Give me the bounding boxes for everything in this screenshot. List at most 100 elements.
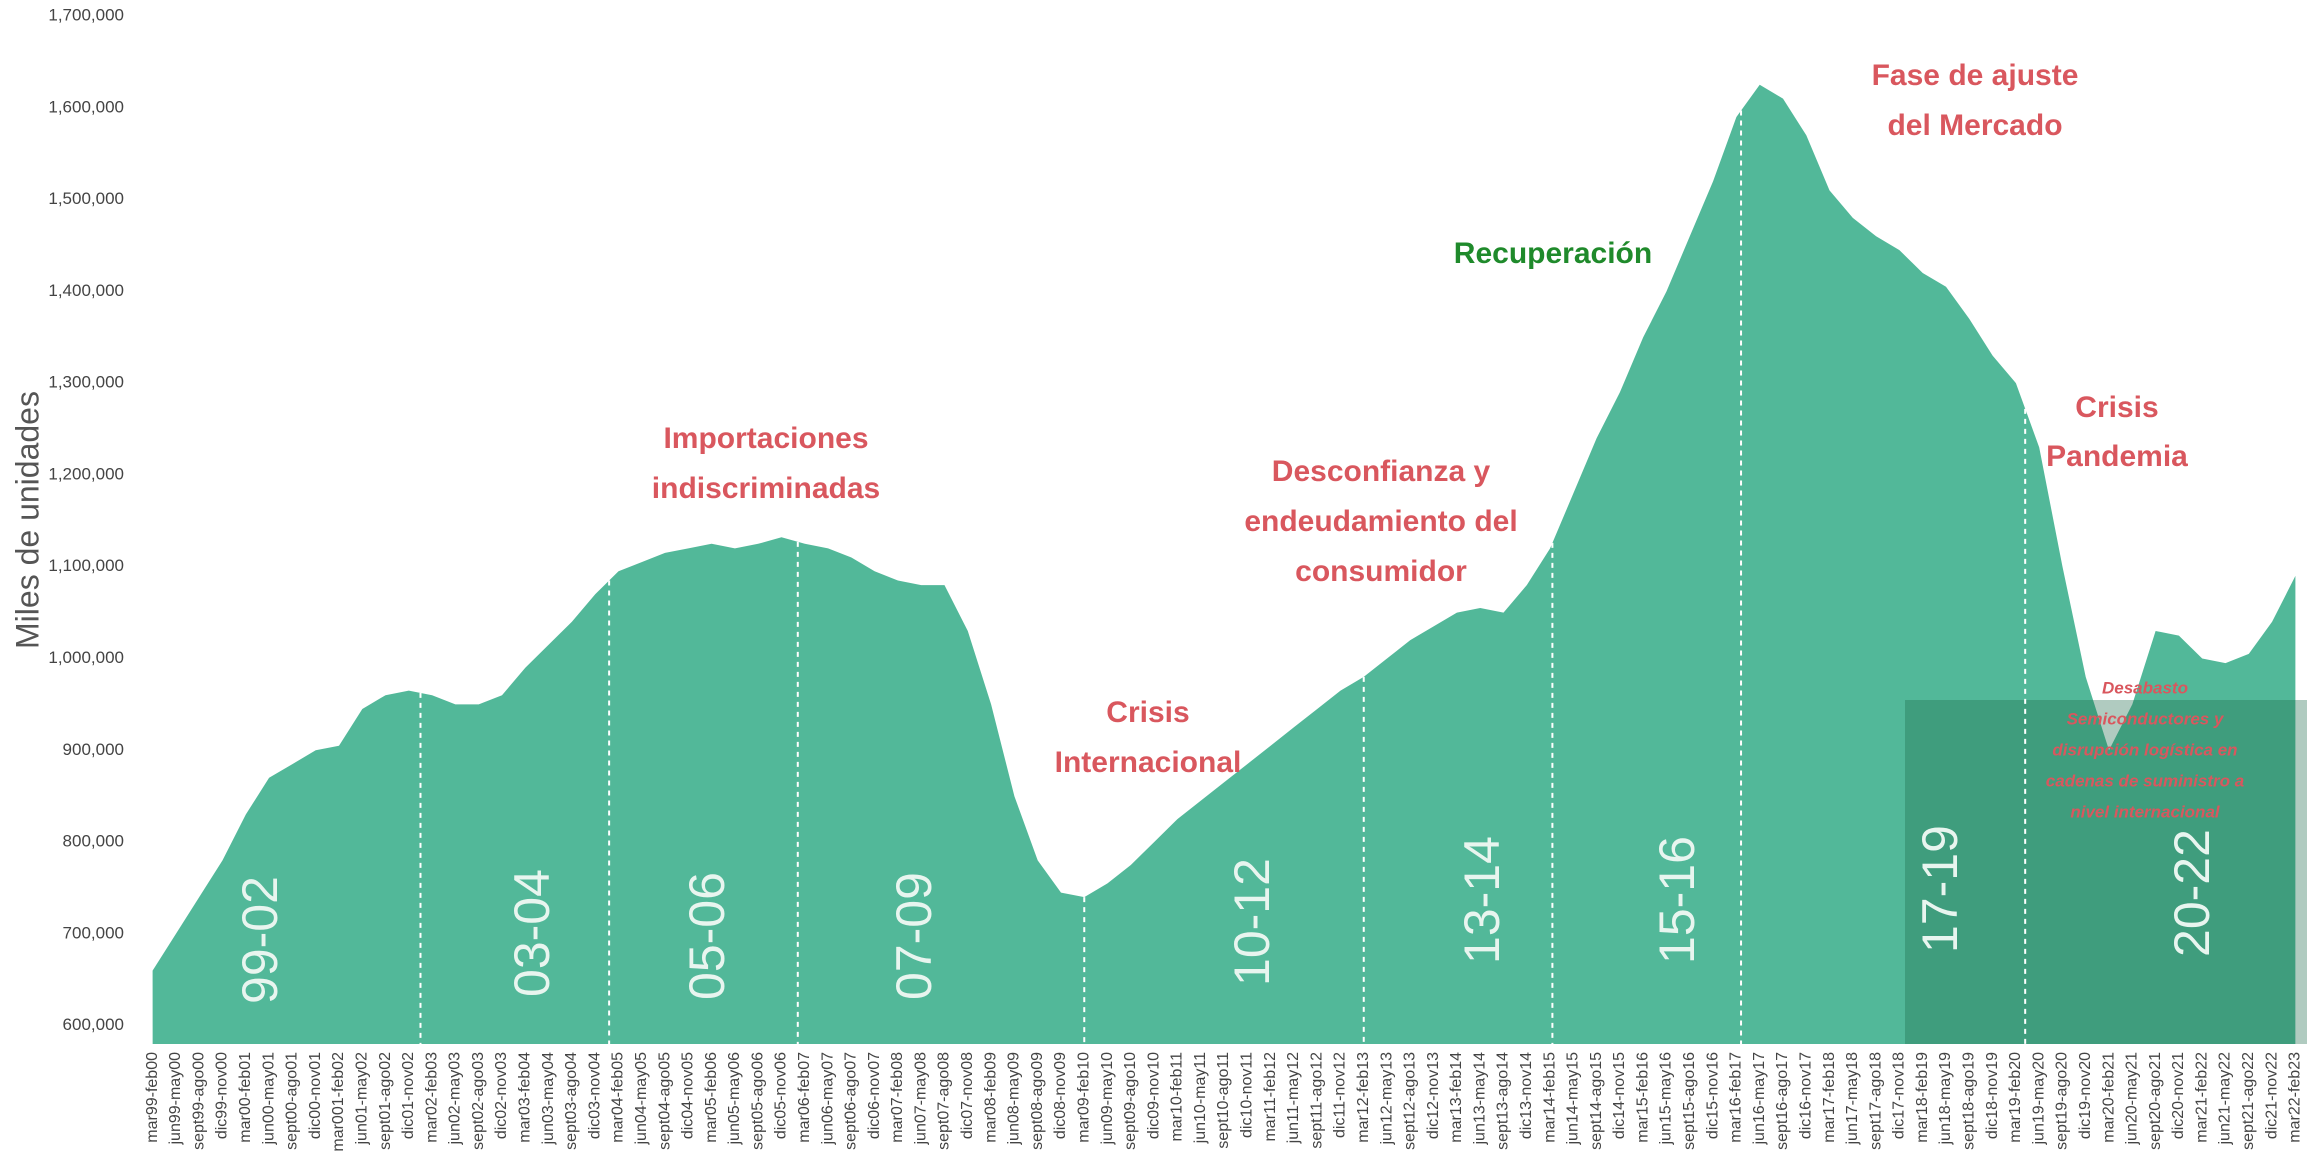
x-tick-label: mar20-feb21 <box>2100 1052 2117 1143</box>
x-tick-label: mar19-feb20 <box>2007 1052 2024 1143</box>
annotation: Semiconductores y <box>2067 709 2225 728</box>
x-tick-label: dic04-nov05 <box>680 1052 697 1139</box>
x-tick-label: jun05-may06 <box>726 1052 743 1146</box>
x-tick-label: dic08-nov09 <box>1052 1052 1069 1139</box>
x-tick-label: jun20-may21 <box>2124 1052 2141 1146</box>
x-tick-label: sept12-ago13 <box>1402 1052 1419 1150</box>
annotation: Internacional <box>1055 746 1242 779</box>
x-tick-label: dic12-nov13 <box>1425 1052 1442 1139</box>
x-tick-label: mar13-feb14 <box>1448 1052 1465 1143</box>
x-tick-label: sept11-ago12 <box>1308 1052 1325 1149</box>
x-tick-label: sept07-ago08 <box>936 1052 953 1150</box>
x-tick-label: dic07-nov08 <box>959 1052 976 1139</box>
x-tick-label: jun03-may04 <box>540 1052 557 1146</box>
x-tick-label: mar99-feb00 <box>144 1052 161 1143</box>
x-tick-label: mar22-feb23 <box>2287 1052 2304 1143</box>
x-tick-label: mar03-feb04 <box>517 1052 534 1143</box>
period-label: 03-04 <box>504 869 560 997</box>
x-tick-label: mar10-feb11 <box>1169 1052 1186 1142</box>
x-tick-label: mar05-feb06 <box>703 1052 720 1143</box>
x-tick-label: mar09-feb10 <box>1075 1052 1092 1143</box>
x-tick-label: jun09-may10 <box>1099 1052 1116 1146</box>
x-tick-label: jun14-may15 <box>1565 1052 1582 1146</box>
annotation: Crisis <box>2075 391 2158 424</box>
x-tick-label: jun15-may16 <box>1658 1052 1675 1146</box>
x-tick-label: sept16-ago17 <box>1774 1052 1791 1150</box>
x-tick-label: sept05-ago06 <box>749 1052 766 1150</box>
x-tick-label: mar16-feb17 <box>1728 1052 1745 1143</box>
annotation: Crisis <box>1106 696 1189 729</box>
y-tick-label: 1,500,000 <box>48 189 124 208</box>
photo-overlay <box>1905 700 2307 1044</box>
annotation: Importaciones <box>663 422 868 455</box>
y-tick-label: 900,000 <box>63 740 124 759</box>
y-tick-label: 700,000 <box>63 923 124 942</box>
x-tick-label: jun12-may13 <box>1378 1052 1395 1146</box>
period-label: 10-12 <box>1224 858 1280 986</box>
x-tick-label: dic01-nov02 <box>400 1052 417 1139</box>
x-tick-label: sept21-ago22 <box>2240 1052 2257 1150</box>
x-tick-label: dic11-nov12 <box>1332 1052 1349 1138</box>
x-tick-label: dic10-nov11 <box>1239 1052 1256 1138</box>
x-tick-label: dic18-nov19 <box>1984 1052 2001 1139</box>
x-tick-label: jun02-may03 <box>447 1052 464 1146</box>
x-tick-label: dic99-nov00 <box>214 1052 231 1139</box>
x-tick-label: dic13-nov14 <box>1518 1052 1535 1139</box>
x-tick-label: jun08-may09 <box>1006 1052 1023 1146</box>
x-tick-label: dic00-nov01 <box>307 1052 324 1139</box>
x-tick-label: mar00-feb01 <box>237 1052 254 1143</box>
x-tick-label: sept17-ago18 <box>1867 1052 1884 1150</box>
annotation: Pandemia <box>2046 440 2188 473</box>
period-label: 15-16 <box>1649 836 1705 964</box>
x-tick-label: jun07-may08 <box>912 1052 929 1146</box>
x-tick-label: dic15-nov16 <box>1704 1052 1721 1139</box>
y-axis-title: Miles de unidades <box>9 391 45 649</box>
x-tick-label: sept10-ago11 <box>1215 1052 1232 1149</box>
x-tick-label: sept03-ago04 <box>563 1052 580 1150</box>
x-tick-label: sept01-ago02 <box>377 1052 394 1150</box>
x-tick-label: sept06-ago07 <box>843 1052 860 1150</box>
y-tick-label: 1,300,000 <box>48 373 124 392</box>
x-tick-label: jun21-may22 <box>2217 1052 2234 1146</box>
x-tick-label: jun04-may05 <box>633 1052 650 1146</box>
x-tick-label: jun01-may02 <box>353 1052 370 1146</box>
x-tick-label: mar11-feb12 <box>1262 1052 1279 1142</box>
x-tick-label: jun99-may00 <box>167 1052 184 1146</box>
period-label: 20-22 <box>2164 829 2220 957</box>
x-tick-label: mar02-feb03 <box>423 1052 440 1143</box>
x-tick-label: jun19-may20 <box>2030 1052 2047 1146</box>
x-tick-label: mar001-feb02 <box>330 1052 347 1151</box>
x-tick-label: dic17-nov18 <box>1891 1052 1908 1139</box>
x-tick-label: sept13-ago14 <box>1495 1052 1512 1150</box>
y-tick-label: 1,600,000 <box>48 97 124 116</box>
x-tick-label: mar15-feb16 <box>1634 1052 1651 1143</box>
x-tick-label: sept14-ago15 <box>1588 1052 1605 1150</box>
x-tick-label: jun00-may01 <box>260 1052 277 1146</box>
annotation: Desconfianza y <box>1272 455 1491 488</box>
period-label: 17-19 <box>1912 825 1968 953</box>
x-tick-label: dic19-nov20 <box>2077 1052 2094 1139</box>
annotation: del Mercado <box>1887 109 2062 142</box>
x-tick-label: mar14-feb15 <box>1541 1052 1558 1143</box>
y-tick-label: 1,100,000 <box>48 556 124 575</box>
x-tick-label: jun17-may18 <box>1844 1052 1861 1146</box>
annotation: consumidor <box>1295 555 1467 588</box>
period-label: 05-06 <box>679 872 735 1000</box>
annotation: Desabasto <box>2102 678 2188 697</box>
y-tick-label: 600,000 <box>63 1015 124 1034</box>
x-tick-label: sept09-ago10 <box>1122 1052 1139 1150</box>
x-tick-label: dic09-nov10 <box>1145 1052 1162 1139</box>
x-tick-label: dic06-nov07 <box>866 1052 883 1139</box>
x-tick-label: jun13-may14 <box>1471 1052 1488 1146</box>
area <box>152 84 2296 1045</box>
x-tick-label: sept15-ago16 <box>1681 1052 1698 1150</box>
x-tick-label: jun18-may19 <box>1937 1052 1954 1146</box>
period-label: 07-09 <box>886 872 942 1000</box>
x-tick-label: mar21-feb22 <box>2193 1052 2210 1143</box>
annotation: Recuperación <box>1454 237 1652 270</box>
period-label: 13-14 <box>1454 836 1510 964</box>
x-tick-label: sept19-ago20 <box>2054 1052 2071 1150</box>
x-tick-label: jun11-may12 <box>1285 1052 1302 1144</box>
x-tick-label: sept99-ago00 <box>190 1052 207 1150</box>
x-tick-label: dic14-nov15 <box>1611 1052 1628 1139</box>
